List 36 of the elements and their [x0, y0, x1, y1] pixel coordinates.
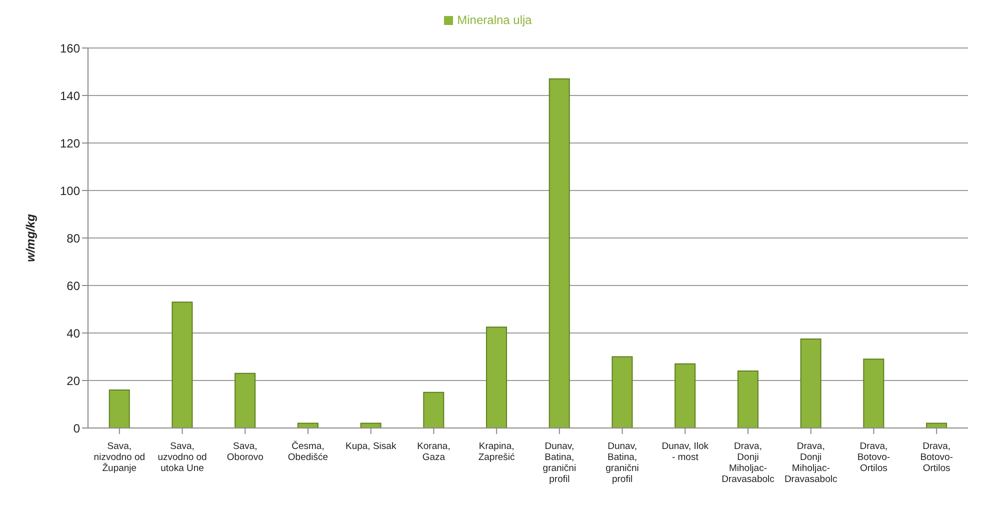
x-tick-label: Drava, Botovo-Ortilos: [857, 441, 890, 474]
x-tick-label: Korana, Gaza: [417, 441, 450, 463]
bar: [737, 370, 758, 428]
bar: [486, 326, 508, 428]
legend-label: Mineralna ulja: [457, 13, 532, 27]
x-tick-label: Dunav, Ilok - most: [662, 441, 709, 463]
y-tick-label: 20: [66, 374, 80, 388]
bar: [863, 358, 884, 428]
y-axis-title: w/mg/kg: [23, 213, 38, 262]
x-tick-label: Sava, uzvodno od utoka Une: [158, 441, 207, 474]
bar: [612, 356, 633, 428]
bar: [108, 390, 130, 428]
bar: [423, 392, 444, 428]
y-tick-label: 160: [60, 41, 80, 56]
x-tick-label: Drava, Botovo-Ortilos: [920, 441, 953, 474]
x-tick-label: Česma, Obedišće: [288, 440, 328, 463]
x-tick-label: Sava, nizvodno od Županje: [94, 441, 146, 474]
x-tick-label: Drava, Donji Miholjac-Dravasabolc: [722, 441, 775, 485]
x-tick-label: Drava, Donji Miholjac-Dravasabolc: [784, 441, 838, 485]
x-tick-label: Dunav, Batina, granični profil: [542, 441, 576, 485]
y-tick-label: 40: [66, 326, 80, 340]
x-tick-label: Dunav, Batina, granični profil: [606, 441, 639, 485]
x-tick-label: Krapina, Zaprešić: [478, 441, 516, 463]
y-tick-label: 100: [60, 184, 80, 198]
y-tick-label: 120: [60, 136, 80, 150]
x-tick-label: Kupa, Sisak: [346, 441, 396, 452]
bar: [800, 338, 822, 428]
x-tick-label: Sava, Oborovo: [226, 441, 264, 463]
bar: [674, 363, 696, 428]
bar: [172, 302, 193, 428]
y-tick-label: 80: [66, 231, 80, 246]
y-tick-label: 140: [60, 88, 80, 103]
bar: [234, 372, 256, 428]
bar: [548, 78, 570, 428]
y-tick-label: 60: [66, 278, 80, 293]
y-tick-label: 0: [73, 421, 80, 436]
